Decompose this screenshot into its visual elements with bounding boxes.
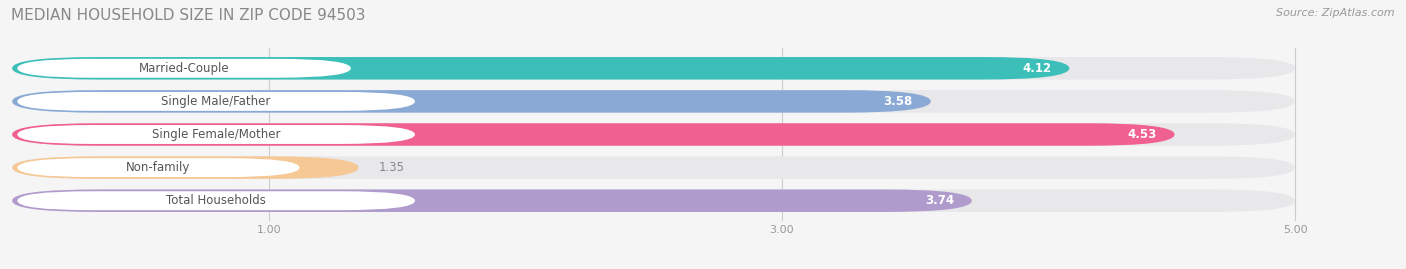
Text: Non-family: Non-family bbox=[127, 161, 191, 174]
Text: Single Male/Father: Single Male/Father bbox=[162, 95, 271, 108]
FancyBboxPatch shape bbox=[13, 189, 1295, 212]
FancyBboxPatch shape bbox=[13, 123, 1295, 146]
Text: 1.35: 1.35 bbox=[380, 161, 405, 174]
FancyBboxPatch shape bbox=[13, 57, 1070, 80]
FancyBboxPatch shape bbox=[17, 158, 299, 177]
FancyBboxPatch shape bbox=[13, 156, 359, 179]
FancyBboxPatch shape bbox=[17, 59, 352, 78]
FancyBboxPatch shape bbox=[17, 92, 415, 111]
Text: 4.53: 4.53 bbox=[1128, 128, 1157, 141]
FancyBboxPatch shape bbox=[13, 123, 1174, 146]
FancyBboxPatch shape bbox=[13, 156, 1295, 179]
Text: 3.74: 3.74 bbox=[925, 194, 953, 207]
Text: Single Female/Mother: Single Female/Mother bbox=[152, 128, 280, 141]
Text: 4.12: 4.12 bbox=[1022, 62, 1052, 75]
Text: Married-Couple: Married-Couple bbox=[139, 62, 229, 75]
Text: MEDIAN HOUSEHOLD SIZE IN ZIP CODE 94503: MEDIAN HOUSEHOLD SIZE IN ZIP CODE 94503 bbox=[11, 8, 366, 23]
FancyBboxPatch shape bbox=[17, 125, 415, 144]
FancyBboxPatch shape bbox=[13, 189, 972, 212]
FancyBboxPatch shape bbox=[13, 90, 1295, 113]
Text: Total Households: Total Households bbox=[166, 194, 266, 207]
Text: 3.58: 3.58 bbox=[883, 95, 912, 108]
FancyBboxPatch shape bbox=[13, 90, 931, 113]
FancyBboxPatch shape bbox=[13, 57, 1295, 80]
Text: Source: ZipAtlas.com: Source: ZipAtlas.com bbox=[1277, 8, 1395, 18]
FancyBboxPatch shape bbox=[17, 191, 415, 210]
